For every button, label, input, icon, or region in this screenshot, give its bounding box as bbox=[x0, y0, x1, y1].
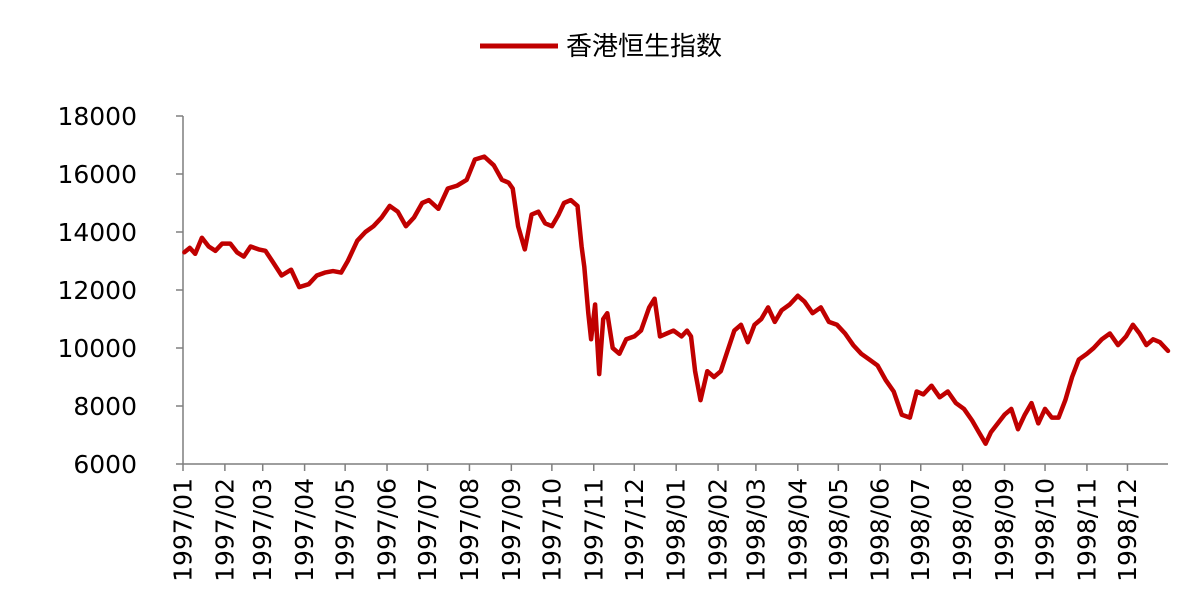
axes: 6000 8000 10000 12000 14000 16000 18000 1997/01… bbox=[57, 102, 1168, 582]
legend: 香港恒生指数 bbox=[480, 32, 722, 62]
series-group bbox=[182, 154, 1171, 446]
x-tick-label: 1998/08 bbox=[948, 478, 977, 582]
x-tick-label: 1998/11 bbox=[1072, 478, 1101, 582]
x-tick-label: 1998/03 bbox=[741, 478, 770, 582]
x-tick-label: 1997/01 bbox=[169, 478, 198, 582]
x-tick-label: 1998/09 bbox=[990, 478, 1019, 582]
y-tick-label: 8000 bbox=[73, 392, 137, 421]
y-tick-label: 12000 bbox=[57, 276, 137, 305]
x-tick-label: 1997/12 bbox=[620, 478, 649, 582]
x-tick-label: 1998/07 bbox=[906, 478, 935, 582]
x-tick-label: 1997/03 bbox=[248, 478, 277, 582]
x-tick-label: 1998/12 bbox=[1113, 478, 1142, 582]
y-tick-label: 18000 bbox=[57, 102, 137, 131]
x-tick-label: 1998/04 bbox=[783, 478, 812, 582]
y-tick-label: 10000 bbox=[57, 334, 137, 363]
y-tick-label: 6000 bbox=[73, 450, 137, 479]
x-tick-label: 1997/07 bbox=[413, 478, 442, 582]
x-tick-label: 1998/01 bbox=[662, 478, 691, 582]
x-tick-label: 1998/10 bbox=[1031, 478, 1060, 582]
x-tick-label: 1997/11 bbox=[579, 478, 608, 582]
x-tick-label: 1997/02 bbox=[210, 478, 239, 582]
x-tick-label: 1998/02 bbox=[704, 478, 733, 582]
x-tick-label: 1997/09 bbox=[497, 478, 526, 582]
x-tick-label: 1997/06 bbox=[373, 478, 402, 582]
x-tick-label: 1998/05 bbox=[824, 478, 853, 582]
x-tick-label: 1997/08 bbox=[455, 478, 484, 582]
series-line-hsi bbox=[182, 154, 1171, 446]
y-tick-label: 16000 bbox=[57, 160, 137, 189]
legend-label: 香港恒生指数 bbox=[566, 32, 722, 62]
y-tick-label: 14000 bbox=[57, 218, 137, 247]
x-tick-label: 1997/05 bbox=[331, 478, 360, 582]
x-tick-label: 1998/06 bbox=[866, 478, 895, 582]
x-tick-label: 1997/10 bbox=[537, 478, 566, 582]
x-tick-label: 1997/04 bbox=[290, 478, 319, 582]
